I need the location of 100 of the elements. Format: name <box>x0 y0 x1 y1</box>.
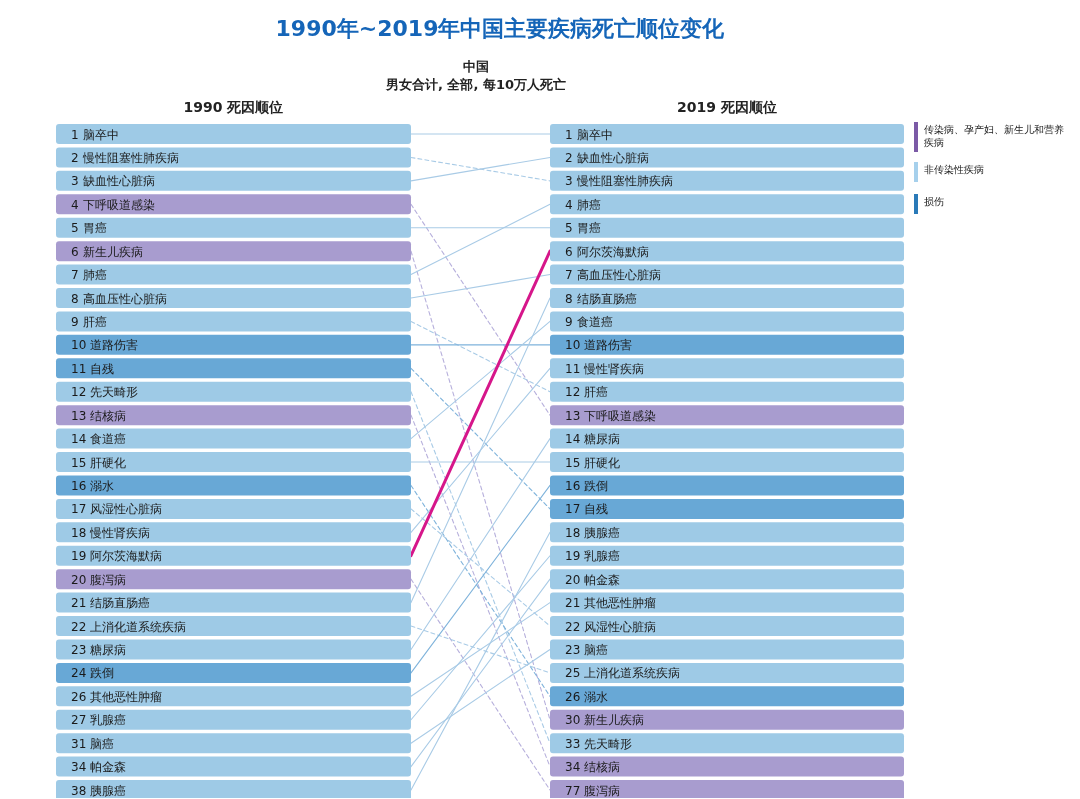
text: 糖尿病 <box>584 432 620 447</box>
data-label: 12 <box>565 385 581 400</box>
text: 溺水 <box>584 689 608 704</box>
text: 损伤 <box>924 196 944 207</box>
series-label: 慢性阻塞性肺疾病 <box>81 150 179 165</box>
series-label: 糖尿病 <box>90 642 126 657</box>
series-label: 跌倒 <box>90 666 114 681</box>
category-label: 1990 死因顺位 <box>183 99 284 115</box>
text: 先天畸形 <box>584 736 632 751</box>
series-label: 食道癌 <box>90 432 126 447</box>
text: 肝癌 <box>584 385 608 400</box>
text: 结核病 <box>584 760 620 775</box>
data-label: 13 <box>71 408 87 423</box>
data-label: 5 <box>71 221 79 236</box>
text: 高血压性心脏病 <box>576 268 661 283</box>
data-label: 23 <box>71 642 87 657</box>
data-label: 34 <box>71 760 87 775</box>
data-label: 22 <box>565 619 581 634</box>
text: 男女合计, 全部, 每10万人死亡 <box>384 77 567 92</box>
text: 1990年~2019年中国主要疾病死亡顺位变化 <box>275 16 726 41</box>
series-label: 阿尔茨海默病 <box>90 549 162 564</box>
text: 传染病、孕产妇、新生儿和营养疾病 <box>924 124 1064 148</box>
series-label: 高血压性心脏病 <box>82 291 167 306</box>
data-label: 77 <box>565 783 581 798</box>
text: 风湿性心脏病 <box>584 619 656 634</box>
series-label: 慢性肾疾病 <box>89 525 150 540</box>
series-label: 缺血性心脏病 <box>82 174 155 189</box>
data-label: 33 <box>565 736 581 751</box>
data-label: 3 <box>71 174 79 189</box>
series-label: 先天畸形 <box>90 385 138 400</box>
text: 肺癌 <box>576 197 601 212</box>
data-label: 22 <box>71 619 87 634</box>
data-label: 26 <box>565 689 581 704</box>
data-label: 12 <box>71 385 87 400</box>
series-label: 新生儿疾病 <box>82 244 143 259</box>
data-label: 21 <box>565 596 581 611</box>
text: 帕金森 <box>584 572 620 587</box>
series-label: 腹泻病 <box>90 572 126 587</box>
data-label: 9 <box>71 314 79 329</box>
data-label: 6 <box>71 244 79 259</box>
data-label: 18 <box>565 525 581 540</box>
data-label: 25 <box>565 666 581 681</box>
data-label: 8 <box>71 291 79 306</box>
text: 上消化道系统疾病 <box>584 666 680 681</box>
data-label: 30 <box>565 713 581 728</box>
series-label: 脑癌 <box>90 736 114 751</box>
series-label: 风湿性心脏病 <box>90 502 162 517</box>
data-label: 7 <box>71 268 79 283</box>
data-label: 18 <box>71 525 87 540</box>
text: 非传染性疾病 <box>924 164 984 175</box>
text: 脑卒中 <box>576 127 613 142</box>
series-label: 下呼吸道感染 <box>82 197 155 212</box>
series-label: 道路伤害 <box>90 338 138 353</box>
text: 胰腺癌 <box>584 525 620 540</box>
data-label: 23 <box>565 642 581 657</box>
text: 其他恶性肿瘤 <box>584 596 656 611</box>
text: 肝硬化 <box>584 455 620 470</box>
text: 乳腺癌 <box>584 549 620 564</box>
data-label: 5 <box>565 221 573 236</box>
text: 腹泻病 <box>584 783 620 798</box>
data-label: 17 <box>565 502 581 517</box>
text: 结肠直肠癌 <box>576 291 637 306</box>
data-label: 10 <box>565 338 581 353</box>
data-label: 20 <box>71 572 87 587</box>
data-label: 19 <box>71 549 87 564</box>
series-label: 肝硬化 <box>90 455 126 470</box>
series-label: 结核病 <box>90 408 126 423</box>
data-label: 14 <box>565 432 581 447</box>
data-label: 7 <box>565 268 573 283</box>
data-label: 13 <box>565 408 581 423</box>
text: 慢性肾疾病 <box>584 361 644 376</box>
series-label: 肝癌 <box>82 314 107 329</box>
data-label: 27 <box>71 713 87 728</box>
text: 缺血性心脏病 <box>576 150 649 165</box>
data-label: 3 <box>565 174 573 189</box>
text: 中国 <box>463 59 489 74</box>
data-label: 15 <box>71 455 87 470</box>
data-label: 16 <box>71 478 87 493</box>
data-label: 4 <box>71 197 79 212</box>
data-label: 1 <box>71 127 79 142</box>
data-label: 14 <box>71 432 87 447</box>
data-label: 21 <box>71 596 87 611</box>
series-label: 自残 <box>90 361 114 376</box>
text: 下呼吸道感染 <box>584 408 656 423</box>
text: 新生儿疾病 <box>584 713 644 728</box>
text: 道路伤害 <box>584 338 632 353</box>
category-label: 2019 死因顺位 <box>677 99 777 115</box>
series-label: 胃癌 <box>82 221 107 236</box>
data-label: 11 <box>71 361 87 376</box>
series-label: 其他恶性肿瘤 <box>90 689 162 704</box>
series-label: 肺癌 <box>82 268 107 283</box>
text: 慢性阻塞性肺疾病 <box>576 174 673 189</box>
data-label: 15 <box>565 455 581 470</box>
data-label: 16 <box>565 478 581 493</box>
data-label: 11 <box>565 361 581 376</box>
series-label: 脑卒中 <box>82 127 119 142</box>
data-label: 9 <box>565 314 573 329</box>
data-label: 1 <box>565 127 573 142</box>
series-label: 结肠直肠癌 <box>90 596 150 611</box>
data-label: 20 <box>565 572 581 587</box>
